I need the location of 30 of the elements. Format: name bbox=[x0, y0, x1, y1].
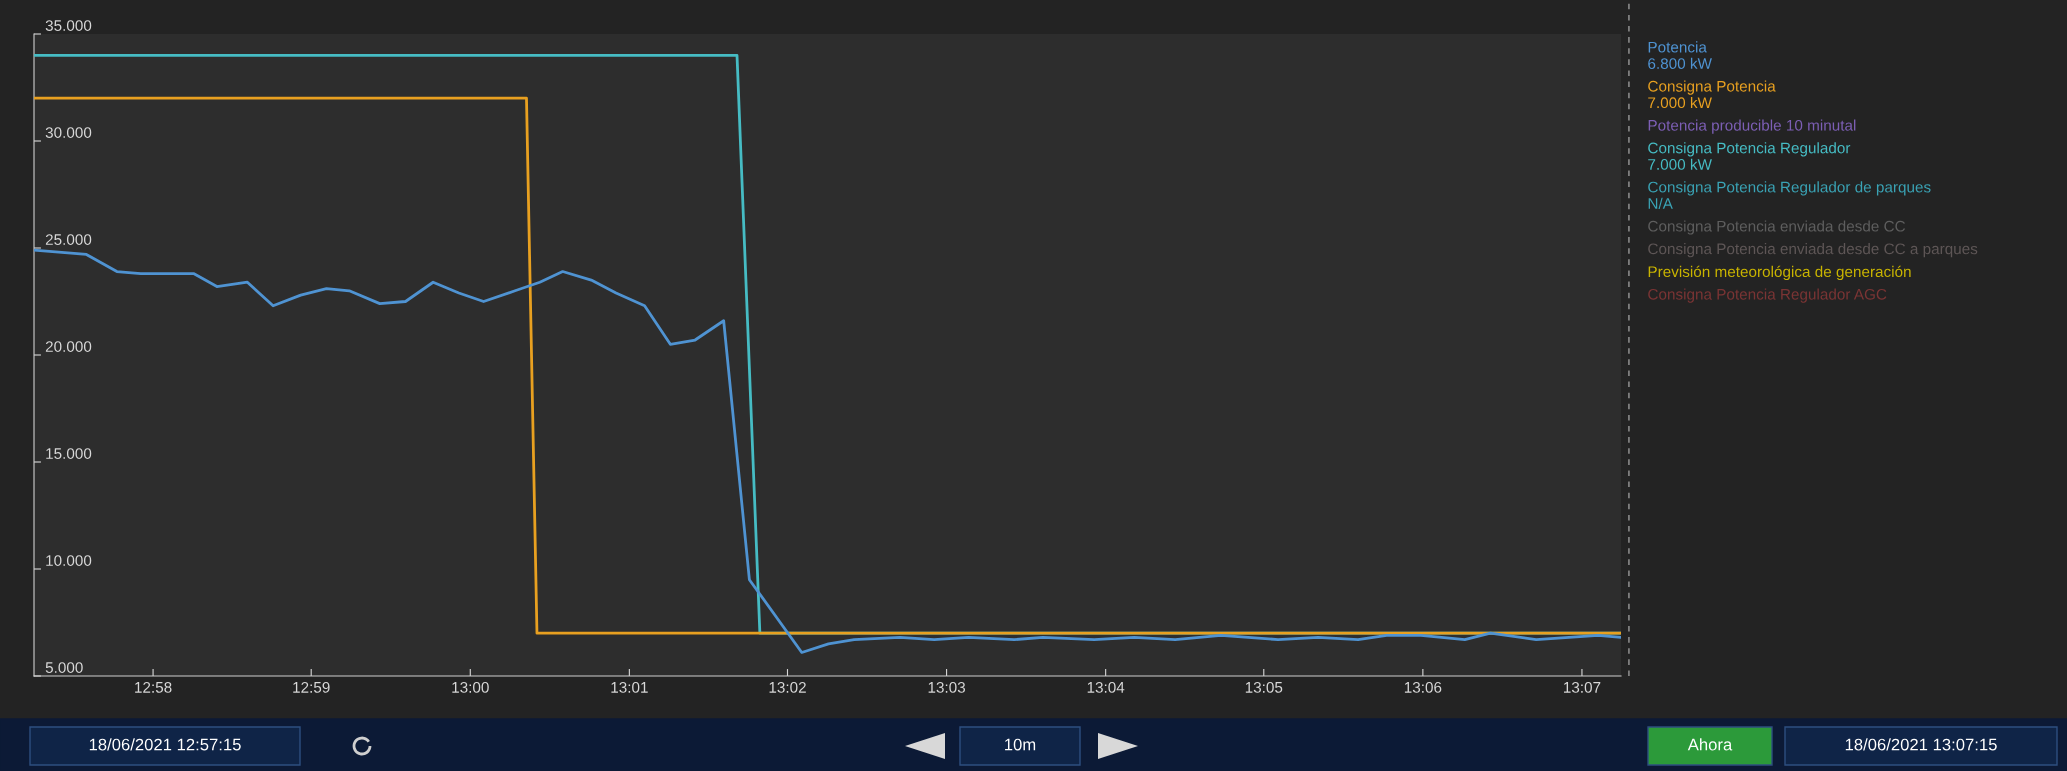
y-tick-label: 10.000 bbox=[46, 555, 92, 566]
legend-label: Potencia producible 10 minutal bbox=[1648, 119, 1856, 134]
y-tick-label: 35.000 bbox=[45, 20, 92, 31]
y-tick-label: 20.000 bbox=[45, 341, 92, 352]
x-tick-label: 13:06 bbox=[1404, 681, 1442, 693]
text: 18/06/2021 13:07:15 bbox=[1845, 738, 1997, 751]
legend-label: Consigna Potencia enviada desde CC a parques bbox=[1648, 243, 1978, 258]
x-tick-label: 13:04 bbox=[1087, 681, 1125, 693]
x-tick-label: 13:00 bbox=[452, 681, 489, 693]
legend-label: Consigna Potencia Regulador AGC bbox=[1648, 288, 1887, 303]
x-tick-label: 13:03 bbox=[928, 681, 966, 693]
x-tick-label: 12:58 bbox=[135, 681, 172, 693]
legend-label: Consigna Potencia Regulador de parques N/A bbox=[1648, 181, 1931, 209]
x-tick-label: 13:02 bbox=[769, 681, 806, 693]
y-tick-label: 25.000 bbox=[45, 234, 92, 245]
legend-label: Previsión meteorológica de generación bbox=[1648, 265, 1911, 281]
y-tick-label: 5.000 bbox=[45, 662, 83, 673]
x-tick-label: 13:05 bbox=[1245, 681, 1283, 693]
text: Consigna Potencia 7.000 kW bbox=[1648, 80, 1776, 109]
x-tick-label: 13:07 bbox=[1564, 681, 1601, 693]
x-tick-label: 13:01 bbox=[611, 681, 648, 693]
text: Ahora bbox=[1687, 738, 1733, 751]
y-tick-label: 15.000 bbox=[46, 448, 92, 459]
text: Consigna Potencia Regulador 7.000 kW bbox=[1648, 142, 1851, 170]
text: Potencia 6.800 kW bbox=[1648, 41, 1712, 70]
y-tick-label: 30.000 bbox=[45, 127, 92, 138]
text: 18/06/2021 12:57:15 bbox=[89, 738, 241, 751]
text: 10m bbox=[1005, 738, 1036, 751]
legend-label: Consigna Potencia enviada desde CC bbox=[1648, 220, 1906, 235]
x-tick-label: 12:59 bbox=[293, 681, 330, 693]
